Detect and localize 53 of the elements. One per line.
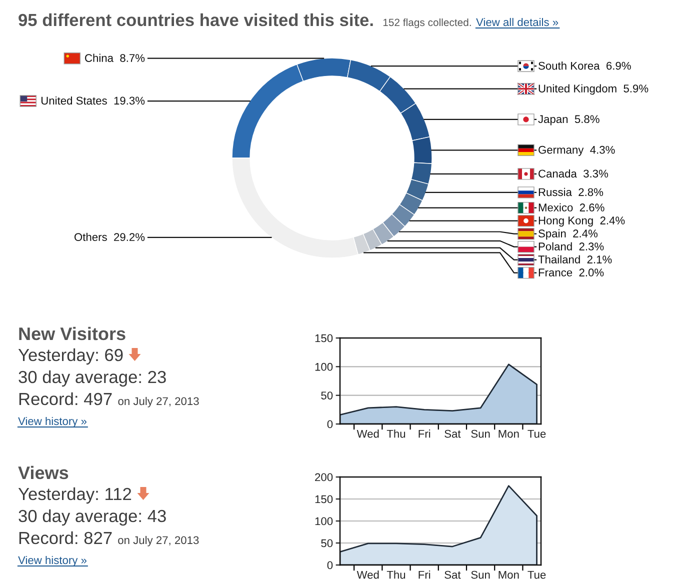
y-tick-label: 150 (315, 334, 333, 342)
slice-label: Germany 4.3% (538, 146, 615, 156)
slice-label: Spain 2.4% (538, 229, 598, 240)
y-tick-label: 0 (327, 420, 333, 428)
slice-label: France 2.0% (538, 268, 604, 276)
text: View history » (18, 416, 87, 428)
text: New Visitors (19, 326, 126, 340)
y-tick-label: 100 (315, 362, 333, 371)
x-tick-label: Sat (444, 430, 461, 438)
text: 30 day average: 43 (18, 509, 166, 526)
chart-subtitle: 152 flags collected. (383, 18, 471, 28)
x-tick-label: Sat (444, 570, 461, 579)
slice-label: United States 19.3% (41, 96, 145, 105)
x-tick-label: Mon (498, 430, 519, 438)
slice-label: South Korea 6.9% (538, 62, 631, 70)
x-tick-label: Tue (528, 430, 546, 438)
text: Yesterday: 69 (18, 348, 123, 365)
y-tick-label: 0 (327, 561, 333, 570)
x-tick-label: Fri (418, 570, 430, 579)
x-tick-label: Wed (356, 430, 379, 438)
text: Record: 497 (19, 392, 112, 406)
slice-label: United Kingdom 5.9% (538, 84, 648, 95)
x-tick-label: Mon (498, 570, 519, 579)
slice-label: Japan 5.8% (538, 115, 600, 126)
text: Record: 827 (19, 531, 112, 544)
text: on July 27, 2013 (118, 396, 199, 408)
chart-title: 95 different countries have visited this site. (18, 13, 373, 26)
text: on July 27, 2013 (118, 536, 199, 546)
x-tick-label: Thu (386, 430, 406, 438)
slice-label: Thailand 2.1% (538, 255, 612, 264)
slice-label: Russia 2.8% (538, 188, 604, 196)
y-tick-label: 150 (315, 495, 333, 504)
slice-label: Canada 3.3% (538, 169, 608, 178)
slice-label: Others 29.2% (74, 232, 145, 242)
x-tick-label: Wed (356, 570, 379, 579)
text: 30 day average: 23 (18, 370, 166, 387)
text: View history » (18, 556, 87, 566)
slice-label: Hong Kong 2.4% (538, 216, 625, 227)
slice-label: Poland 2.3% (538, 242, 604, 250)
text: Views (18, 466, 68, 480)
slice-label: China 8.7% (85, 54, 145, 62)
text: View all details » (476, 18, 558, 26)
y-tick-label: 200 (315, 473, 333, 482)
y-tick-label: 50 (321, 539, 333, 548)
y-tick-label: 50 (321, 392, 333, 400)
x-tick-label: Sun (471, 570, 490, 579)
x-tick-label: Tue (528, 570, 546, 579)
x-tick-label: Fri (418, 430, 430, 438)
x-tick-label: Thu (386, 570, 406, 579)
slice-label: Mexico 2.6% (538, 203, 604, 212)
y-tick-label: 100 (315, 517, 333, 526)
text: Yesterday: 112 (18, 487, 132, 504)
x-tick-label: Sun (471, 430, 490, 438)
